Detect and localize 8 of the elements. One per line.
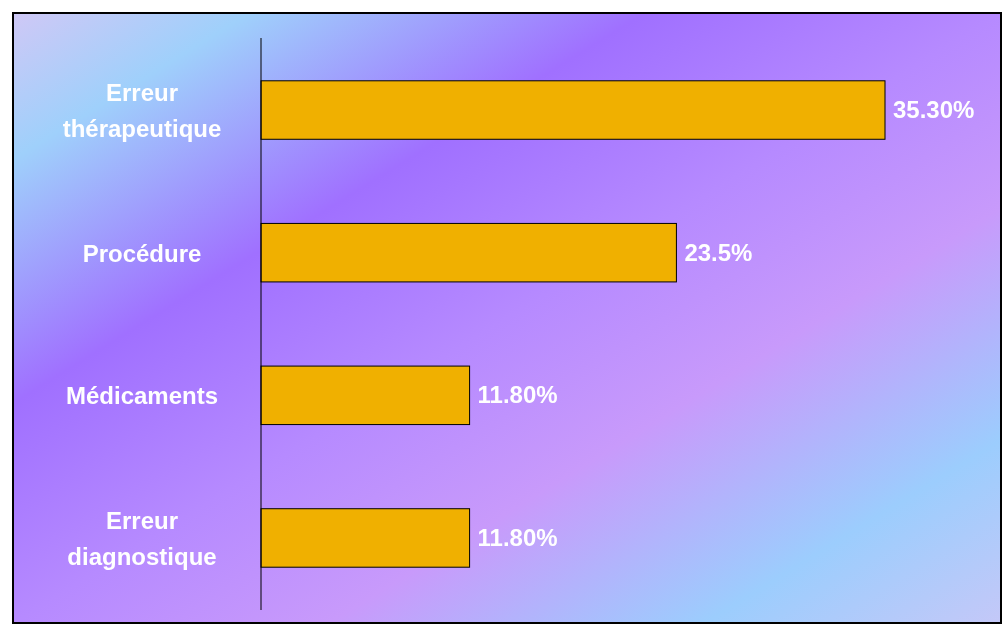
y-tick-label: Procédure (82, 239, 202, 267)
y-tick-label: Erreur thérapeutique (62, 79, 222, 143)
y-tick-label: Médicaments (65, 382, 219, 410)
data-label: 23.5% (684, 238, 753, 266)
data-label: 11.80% (477, 523, 558, 551)
data-label: 11.80% (477, 381, 558, 409)
data-label: 35.30% (893, 96, 975, 124)
y-tick-label: Erreur diagnostique (67, 506, 217, 570)
